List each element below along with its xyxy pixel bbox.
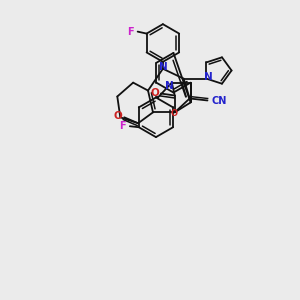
Text: F: F (120, 121, 126, 131)
Text: N: N (160, 62, 168, 72)
Text: O: O (114, 111, 123, 121)
Text: F: F (128, 27, 134, 37)
Text: O: O (151, 88, 159, 98)
Text: N: N (204, 72, 213, 82)
Text: CN: CN (212, 97, 227, 106)
Text: O: O (170, 109, 177, 118)
Text: N: N (165, 81, 174, 91)
